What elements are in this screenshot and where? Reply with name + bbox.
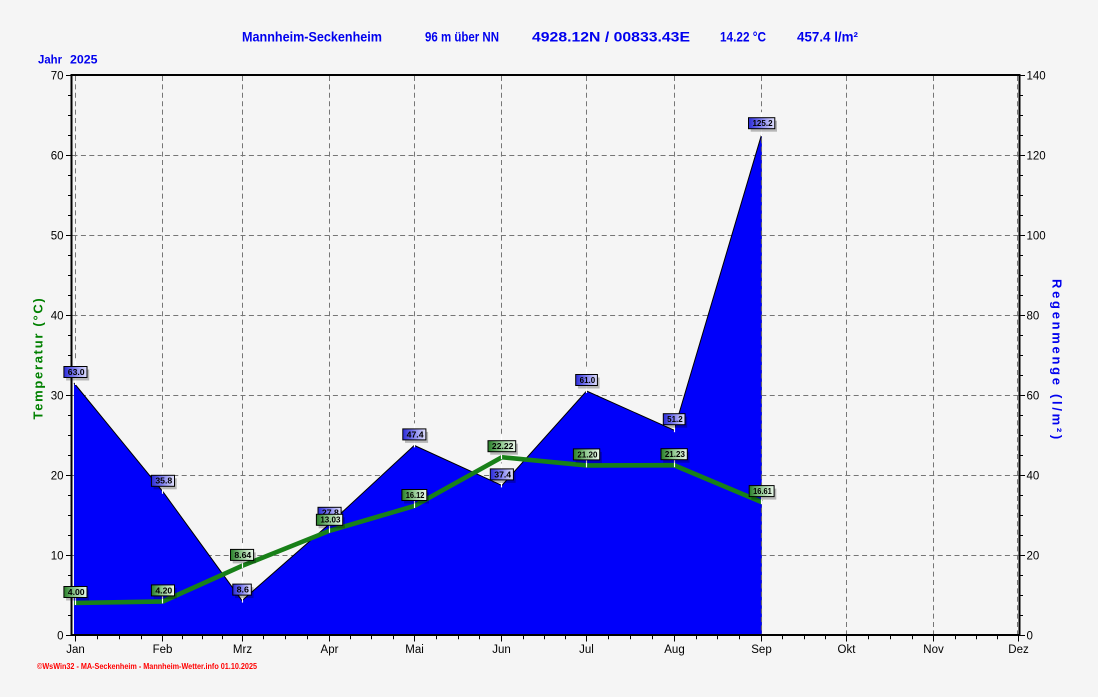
svg-text:47.4: 47.4 — [407, 429, 424, 439]
svg-text:21.20: 21.20 — [577, 449, 597, 459]
svg-text:Jan: Jan — [66, 644, 85, 656]
svg-text:Nov: Nov — [923, 644, 944, 656]
svg-text:120: 120 — [1027, 150, 1046, 162]
svg-text:60: 60 — [1027, 390, 1040, 402]
svg-text:©WsWin32 - MA-Seckenheim -: ©WsWin32 - MA-Seckenheim - Mannheim-Wett… — [37, 661, 257, 671]
svg-text:35.8: 35.8 — [155, 476, 172, 486]
svg-text:20: 20 — [1027, 550, 1040, 562]
svg-text:Dez: Dez — [1008, 644, 1029, 656]
svg-text:125.2: 125.2 — [752, 118, 772, 128]
svg-text:Jul: Jul — [579, 644, 594, 656]
svg-text:8.64: 8.64 — [234, 550, 251, 560]
svg-text:10: 10 — [51, 550, 64, 562]
svg-text:51.2: 51.2 — [667, 414, 683, 424]
svg-text:Aug: Aug — [664, 644, 684, 656]
svg-text:96 m über NN: 96 m über NN — [425, 29, 499, 45]
svg-text:140: 140 — [1027, 70, 1046, 82]
svg-text:60: 60 — [51, 150, 64, 162]
svg-text:22.22: 22.22 — [492, 441, 514, 451]
svg-text:0: 0 — [1027, 630, 1033, 642]
svg-text:4928.12N / 00833.43E: 4928.12N / 00833.43E — [532, 29, 690, 45]
svg-text:100: 100 — [1027, 230, 1046, 242]
svg-text:16.12: 16.12 — [406, 490, 425, 500]
svg-text:40: 40 — [51, 310, 64, 322]
svg-text:61.0: 61.0 — [580, 375, 596, 385]
svg-text:Jun: Jun — [492, 644, 511, 656]
svg-text:40: 40 — [1027, 470, 1040, 482]
svg-text:2025: 2025 — [70, 53, 98, 67]
svg-text:Regenmenge (l/m²): Regenmenge (l/m²) — [1050, 279, 1065, 442]
svg-text:21.23: 21.23 — [665, 449, 685, 459]
svg-text:Mai: Mai — [405, 644, 424, 656]
svg-text:Mrz: Mrz — [233, 644, 252, 656]
svg-text:27.8: 27.8 — [322, 508, 339, 518]
svg-text:457.4 l/m²: 457.4 l/m² — [797, 29, 858, 45]
svg-text:Okt: Okt — [838, 644, 857, 656]
svg-text:37.4: 37.4 — [494, 469, 511, 479]
svg-text:4.00: 4.00 — [68, 587, 85, 597]
svg-text:Mannheim-Seckenheim: Mannheim-Seckenheim — [242, 29, 382, 45]
svg-text:Temperatur (°C): Temperatur (°C) — [31, 297, 46, 420]
svg-text:Sep: Sep — [751, 644, 771, 656]
svg-text:8.6: 8.6 — [237, 585, 250, 595]
svg-text:20: 20 — [51, 470, 64, 482]
svg-text:70: 70 — [51, 70, 64, 82]
svg-text:Apr: Apr — [321, 644, 339, 656]
svg-text:16.61: 16.61 — [753, 486, 772, 496]
svg-text:13.03: 13.03 — [320, 515, 340, 525]
svg-text:Jahr: Jahr — [38, 53, 62, 67]
svg-text:80: 80 — [1027, 310, 1040, 322]
svg-text:50: 50 — [51, 230, 64, 242]
svg-text:14.22 °C: 14.22 °C — [720, 29, 766, 45]
svg-text:30: 30 — [51, 390, 64, 402]
svg-text:4.20: 4.20 — [155, 585, 172, 595]
svg-text:63.0: 63.0 — [68, 367, 85, 377]
svg-text:Feb: Feb — [153, 644, 173, 656]
svg-text:0: 0 — [57, 630, 63, 642]
